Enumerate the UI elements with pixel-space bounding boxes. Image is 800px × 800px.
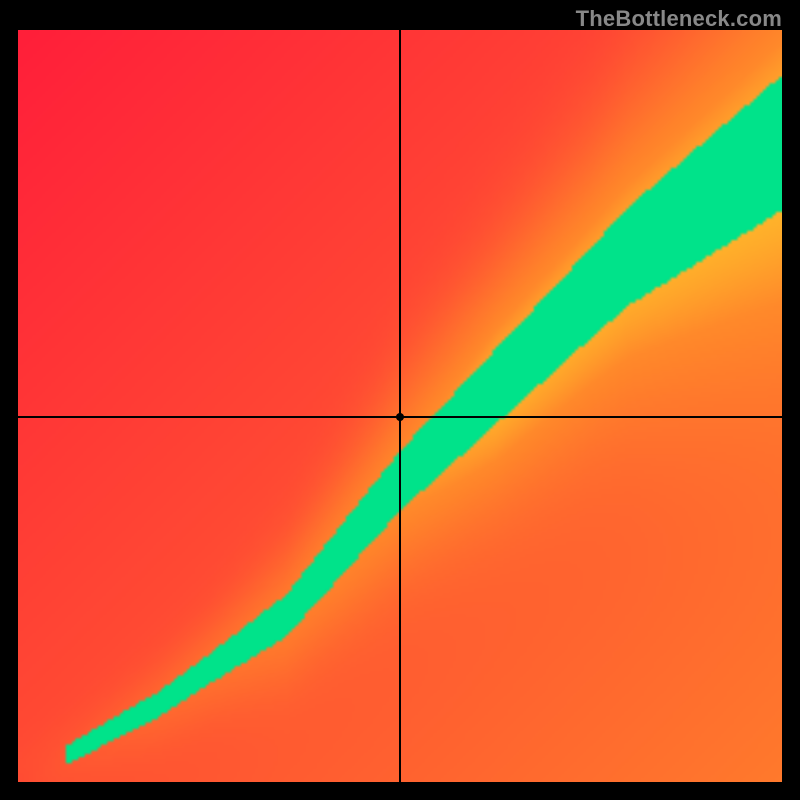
watermark-text: TheBottleneck.com (576, 6, 782, 32)
crosshair-dot (396, 413, 404, 421)
outer-frame: TheBottleneck.com (0, 0, 800, 800)
plot-area (18, 30, 782, 782)
crosshair-vertical (399, 30, 401, 782)
